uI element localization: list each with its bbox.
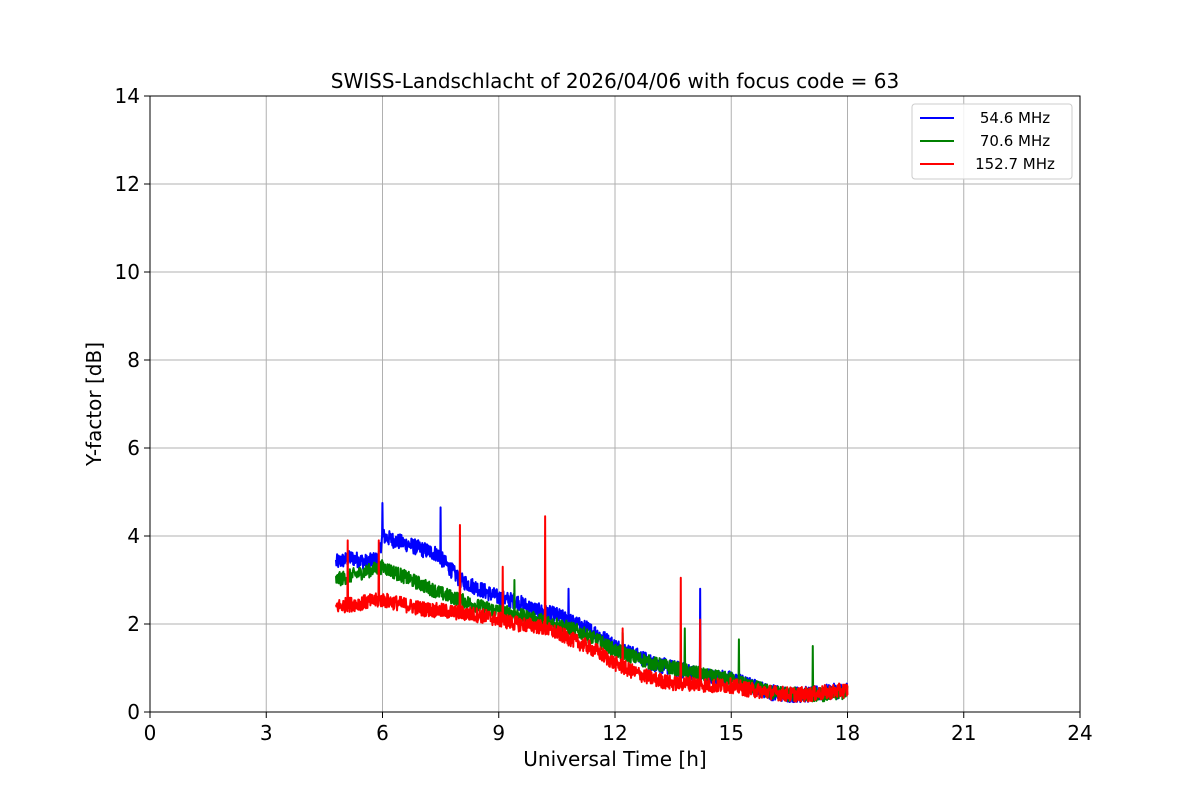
x-tick-label: 18 bbox=[835, 721, 860, 745]
legend-box bbox=[911, 103, 1073, 180]
y-axis-label: Y-factor [dB] bbox=[82, 342, 106, 467]
x-axis-label: Universal Time [h] bbox=[523, 747, 706, 771]
x-tick-label: 0 bbox=[144, 721, 157, 745]
legend-label-2: 70.6 MHz bbox=[980, 132, 1050, 150]
x-tick-label: 3 bbox=[260, 721, 273, 745]
chart-title: SWISS-Landschlacht of 2026/04/06 with fo… bbox=[331, 69, 899, 93]
legend-label-1: 54.6 MHz bbox=[980, 109, 1050, 127]
y-tick-label: 14 bbox=[115, 84, 140, 108]
legend-label-3: 152.7 MHz bbox=[975, 155, 1055, 173]
x-tick-label: 24 bbox=[1067, 721, 1092, 745]
y-tick-label: 0 bbox=[127, 700, 140, 724]
series-line-2 bbox=[335, 559, 849, 703]
series-layer bbox=[335, 502, 849, 704]
y-tick-label: 6 bbox=[127, 436, 140, 460]
legend: 54.6 MHz 70.6 MHz 152.7 MHz bbox=[911, 103, 1073, 180]
x-tick-label: 9 bbox=[492, 721, 505, 745]
series-line-3 bbox=[335, 515, 849, 703]
y-tick-label: 4 bbox=[127, 524, 140, 548]
x-tick-label: 6 bbox=[376, 721, 389, 745]
grid bbox=[149, 95, 1081, 713]
series-line-1 bbox=[335, 502, 849, 704]
x-tick-label: 15 bbox=[719, 721, 744, 745]
x-tick-label: 12 bbox=[602, 721, 627, 745]
y-tick-label: 2 bbox=[127, 612, 140, 636]
x-tick-label: 21 bbox=[951, 721, 976, 745]
y-tick-label: 12 bbox=[115, 172, 140, 196]
y-tick-label: 10 bbox=[115, 260, 140, 284]
y-tick-label: 8 bbox=[127, 348, 140, 372]
